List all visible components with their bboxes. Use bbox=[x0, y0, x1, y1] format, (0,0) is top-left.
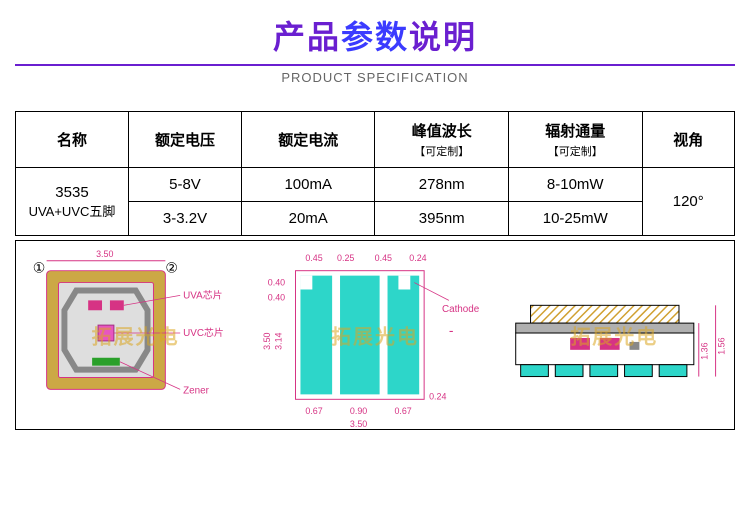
dim: 0.45 bbox=[375, 253, 392, 263]
dim: 3.50 bbox=[350, 419, 367, 429]
cell-wavelength: 278nm bbox=[375, 168, 509, 202]
spec-table: 名称 额定电压 额定电流 峰值波长 【可定制】 辐射通量 【可定制】 视角 35… bbox=[15, 111, 735, 236]
product-name-line2: UVA+UVC五脚 bbox=[29, 204, 116, 219]
diagram1-svg: ① ② 3.50 UVA芯片 UVC芯片 Zener bbox=[16, 241, 255, 429]
diagram3-svg: 1.36 1.56 bbox=[495, 241, 734, 429]
header-wavelength: 峰值波长 【可定制】 bbox=[375, 112, 509, 168]
diagram-bottom-view: 0.45 0.25 0.45 0.24 - 0.40 0.40 3.50 3.1… bbox=[255, 241, 494, 429]
title-part3: 说明 bbox=[409, 19, 477, 55]
minus-sign: - bbox=[449, 322, 454, 338]
label-zener: Zener bbox=[183, 385, 210, 396]
marker-2: ② bbox=[165, 260, 177, 276]
cell-product-name: 3535 UVA+UVC五脚 bbox=[16, 168, 129, 236]
cell-angle: 120° bbox=[642, 168, 734, 236]
title-cn: 产品参数说明 bbox=[0, 12, 750, 58]
dim: 1.36 bbox=[699, 342, 709, 359]
cell-wavelength: 395nm bbox=[375, 202, 509, 236]
dim: 0.24 bbox=[410, 253, 427, 263]
header-current: 额定电流 bbox=[241, 112, 375, 168]
dim: 0.90 bbox=[350, 406, 367, 416]
header-flux-main: 辐射通量 bbox=[545, 123, 605, 140]
header-voltage: 额定电压 bbox=[128, 112, 241, 168]
label-uva: UVA芯片 bbox=[183, 288, 222, 301]
dim: 1.56 bbox=[716, 337, 726, 354]
title-part1: 产品 bbox=[273, 19, 341, 55]
dim: 0.40 bbox=[268, 292, 285, 302]
header: 产品参数说明 PRODUCT SPECIFICATION bbox=[0, 0, 750, 85]
cell-current: 20mA bbox=[241, 202, 375, 236]
diagrams-panel: ① ② 3.50 UVA芯片 UVC芯片 Zener 拓展光电 bbox=[15, 240, 735, 430]
dim-top: 3.50 bbox=[96, 249, 113, 259]
dim: 0.45 bbox=[306, 253, 323, 263]
header-flux-sub: 【可定制】 bbox=[513, 143, 638, 159]
product-name-line1: 3535 bbox=[55, 184, 88, 201]
cell-flux: 10-25mW bbox=[509, 202, 643, 236]
dim: 3.14 bbox=[274, 332, 284, 349]
title-underline bbox=[15, 64, 735, 66]
dim: 0.24 bbox=[429, 391, 446, 401]
header-wavelength-main: 峰值波长 bbox=[412, 123, 472, 140]
dim: 0.25 bbox=[337, 253, 354, 263]
title-part2: 参数 bbox=[341, 19, 409, 55]
cell-voltage: 3-3.2V bbox=[128, 202, 241, 236]
header-name: 名称 bbox=[16, 112, 129, 168]
dim: 0.67 bbox=[395, 406, 412, 416]
title-en: PRODUCT SPECIFICATION bbox=[0, 70, 750, 85]
dim: 0.67 bbox=[306, 406, 323, 416]
cell-current: 100mA bbox=[241, 168, 375, 202]
table-row: 3535 UVA+UVC五脚 5-8V 100mA 278nm 8-10mW 1… bbox=[16, 168, 735, 202]
cell-flux: 8-10mW bbox=[509, 168, 643, 202]
header-flux: 辐射通量 【可定制】 bbox=[509, 112, 643, 168]
cell-voltage: 5-8V bbox=[128, 168, 241, 202]
header-angle: 视角 bbox=[642, 112, 734, 168]
label-cathode: Cathode bbox=[442, 304, 480, 315]
dim: 0.40 bbox=[268, 278, 285, 288]
diagram2-svg: 0.45 0.25 0.45 0.24 - 0.40 0.40 3.50 3.1… bbox=[255, 241, 494, 429]
diagram-top-view: ① ② 3.50 UVA芯片 UVC芯片 Zener 拓展光电 bbox=[16, 241, 255, 429]
dim: 3.50 bbox=[262, 332, 272, 349]
diagram-side-view: 1.36 1.56 拓展光电 bbox=[495, 241, 734, 429]
label-uvc: UVC芯片 bbox=[183, 326, 224, 339]
header-wavelength-sub: 【可定制】 bbox=[379, 143, 504, 159]
table-header-row: 名称 额定电压 额定电流 峰值波长 【可定制】 辐射通量 【可定制】 视角 bbox=[16, 112, 735, 168]
marker-1: ① bbox=[33, 260, 45, 276]
